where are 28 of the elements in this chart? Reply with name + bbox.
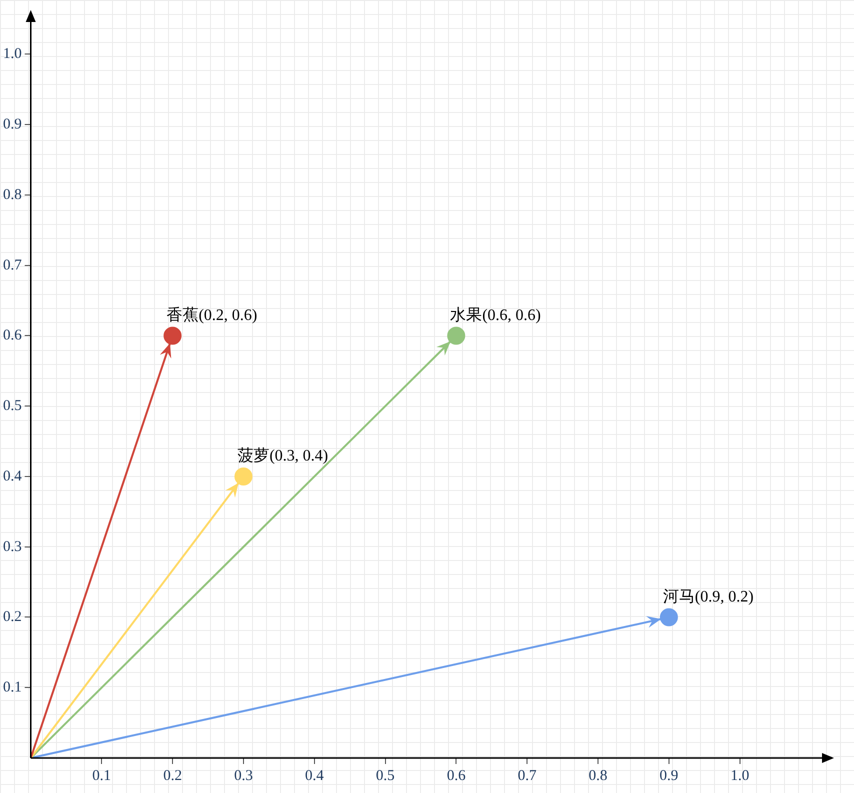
x-tick-label: 0.9	[660, 768, 678, 784]
text: 菠萝(0.3, 0.4)	[237, 448, 328, 465]
y-tick-label: 0.3	[3, 538, 22, 555]
point	[164, 326, 182, 345]
y-tick-label: 0.1	[3, 680, 22, 696]
point	[234, 467, 252, 486]
x-tick-label: 0.1	[92, 768, 112, 784]
y-tick-label: 0.6	[3, 328, 22, 344]
y-tick-label: 1.0	[3, 46, 22, 62]
x-tick-label: 0.3	[234, 768, 253, 784]
y-tick-label: 0.8	[3, 186, 22, 203]
y-tick-label: 0.5	[3, 398, 22, 414]
x-tick-label: 0.5	[376, 768, 395, 784]
x-tick-label: 0.4	[305, 768, 324, 784]
point	[660, 608, 678, 626]
text: 水果(0.6, 0.6)	[450, 306, 541, 324]
x-tick-label: 0.7	[518, 768, 537, 784]
y-tick-label: 0.4	[3, 468, 22, 484]
x-tick-label: 0.8	[588, 768, 608, 784]
x-tick-label: 1.0	[730, 768, 750, 784]
y-tick-label: 0.2	[3, 609, 22, 626]
x-tick-label: 0.2	[163, 768, 182, 784]
y-tick-label: 0.7	[3, 257, 22, 274]
text: 河马(0.9, 0.2)	[662, 588, 754, 606]
y-tick-label: 0.9	[3, 116, 22, 133]
x-tick-label: 0.6	[446, 768, 466, 784]
text: 香蕉(0.2, 0.6)	[166, 306, 258, 324]
point	[447, 326, 466, 345]
